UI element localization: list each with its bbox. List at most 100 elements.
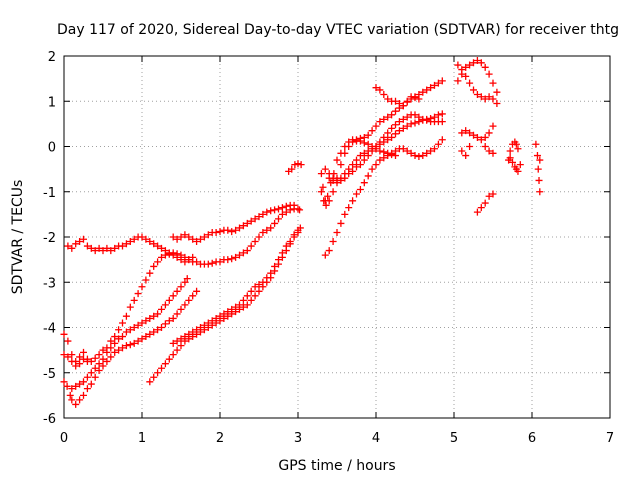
- point-series-1: [60, 287, 201, 408]
- y-tick-label-5: -1: [43, 186, 56, 201]
- data-point-11-6: [349, 167, 357, 175]
- data-point-17-7: [485, 129, 493, 137]
- data-point-1-12: [103, 357, 111, 365]
- data-point-2-8: [99, 355, 107, 363]
- data-point-16-10: [493, 100, 501, 108]
- data-point-6-16: [126, 238, 134, 246]
- data-point-6-15: [122, 240, 130, 248]
- data-point-0-45: [236, 251, 243, 259]
- data-point-15-9: [489, 79, 497, 87]
- x-tick-label-0: 0: [60, 431, 68, 446]
- data-point-5-17: [236, 301, 243, 309]
- data-point-17-6: [481, 133, 489, 141]
- data-point-1-26: [158, 324, 165, 331]
- data-point-7-24: [263, 208, 271, 216]
- data-point-16-0: [454, 61, 462, 69]
- data-point-5-28: [278, 249, 286, 257]
- data-point-14-1: [376, 86, 384, 94]
- data-point-1-19: [130, 339, 138, 347]
- data-point-15-4: [470, 59, 477, 67]
- data-point-1-0: [60, 378, 68, 386]
- data-point-7-19: [243, 219, 251, 227]
- data-point-13-16: [376, 147, 384, 155]
- point-series-5: [169, 228, 302, 347]
- data-point-14-5: [392, 97, 399, 105]
- data-point-2-20: [146, 314, 154, 322]
- data-point-1-18: [126, 341, 134, 349]
- data-point-11-13: [376, 138, 384, 146]
- data-point-0-14: [115, 326, 123, 334]
- data-point-12-11: [364, 172, 372, 180]
- data-point-7-7: [197, 235, 204, 243]
- data-point-20-4: [536, 188, 544, 196]
- data-point-9-28: [419, 88, 427, 96]
- data-point-9-33: [438, 77, 446, 85]
- data-point-14-8: [403, 97, 411, 105]
- data-point-9-0: [317, 170, 325, 178]
- data-point-12-6: [345, 204, 353, 212]
- data-point-0-10: [99, 346, 107, 354]
- data-point-12-14: [376, 156, 384, 164]
- data-point-6-27: [169, 251, 177, 259]
- data-point-13-18: [384, 149, 392, 157]
- data-point-12-2: [329, 238, 337, 246]
- data-point-14-9: [407, 93, 415, 101]
- data-point-6-20: [142, 235, 150, 243]
- data-point-0-44: [232, 253, 240, 261]
- point-series-16: [454, 61, 501, 108]
- data-point-5-23: [259, 278, 267, 286]
- data-point-0-40: [216, 258, 224, 266]
- data-point-2-0: [68, 385, 76, 393]
- data-point-0-38: [208, 259, 216, 267]
- data-point-0-54: [271, 219, 279, 227]
- data-point-6-12: [111, 244, 119, 252]
- data-point-8-3: [294, 160, 302, 168]
- data-point-2-29: [181, 278, 189, 286]
- point-series-11: [325, 111, 446, 187]
- data-point-14-3: [384, 95, 392, 103]
- data-point-4-28: [255, 287, 263, 295]
- data-point-1-3: [68, 396, 76, 404]
- data-point-15-2: [462, 63, 470, 71]
- data-point-1-16: [119, 344, 126, 352]
- data-point-6-4: [80, 235, 87, 243]
- data-point-1-7: [83, 385, 91, 393]
- data-point-20-2: [534, 165, 542, 173]
- point-series-7: [169, 201, 298, 246]
- data-point-11-7: [353, 163, 360, 171]
- data-point-12-1: [325, 247, 333, 255]
- data-point-0-46: [239, 249, 247, 257]
- data-point-13-11: [356, 137, 364, 145]
- data-point-10-10: [360, 149, 368, 157]
- data-point-0-19: [134, 290, 142, 298]
- data-point-16-9: [489, 95, 497, 103]
- point-series-19: [505, 138, 524, 175]
- x-tick-label-4: 4: [372, 431, 380, 446]
- data-point-2-4: [83, 373, 91, 381]
- point-series-2: [68, 275, 191, 393]
- data-point-10-30: [438, 110, 446, 118]
- data-point-6-8: [95, 244, 103, 252]
- data-point-3-5: [80, 355, 87, 363]
- data-point-6-5: [83, 242, 91, 250]
- data-point-11-17: [392, 121, 399, 129]
- data-point-15-6: [477, 59, 485, 67]
- data-point-3-6: [83, 357, 91, 365]
- data-point-7-28: [278, 204, 286, 212]
- point-series-6: [64, 233, 197, 266]
- data-point-4-0: [146, 378, 154, 386]
- data-point-5-8: [200, 321, 208, 329]
- data-point-5-13: [220, 310, 228, 318]
- data-point-11-0: [325, 174, 333, 182]
- data-point-16-6: [477, 93, 485, 101]
- data-point-11-3: [337, 176, 345, 184]
- data-point-5-30: [286, 238, 294, 246]
- data-point-8-2: [291, 161, 299, 169]
- data-point-12-0: [321, 251, 329, 259]
- point-series-3: [60, 351, 91, 370]
- data-point-3-0: [60, 351, 68, 359]
- data-point-10-8: [353, 156, 360, 164]
- data-point-12-21: [403, 147, 411, 155]
- data-point-16-1: [458, 66, 466, 74]
